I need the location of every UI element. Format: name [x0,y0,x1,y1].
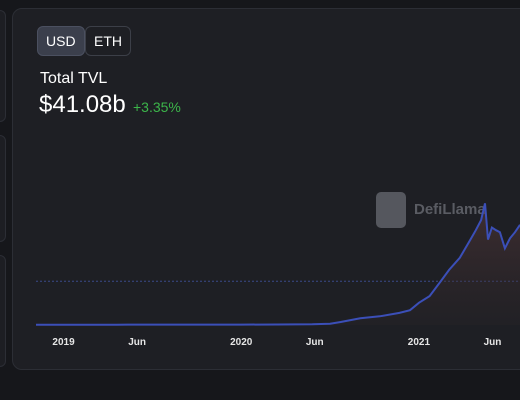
x-tick-label: Jun [484,337,502,348]
tvl-change: +3.35% [133,99,181,115]
tvl-value: $41.08b [39,91,126,118]
x-tick-label: Jun [128,337,146,348]
eth-toggle[interactable]: ETH [85,26,131,56]
usd-toggle[interactable]: USD [37,26,85,56]
x-tick-label: Jun [306,337,324,348]
x-tick-label: 2020 [230,337,253,348]
area-line [36,203,520,326]
watermark: DefiLlama [414,201,486,218]
tvl-label: Total TVL [40,70,108,87]
area-fill [36,203,520,325]
x-tick-label: 2021 [408,337,431,348]
watermark-logo [376,192,406,228]
x-tick-label: 2019 [52,337,75,348]
